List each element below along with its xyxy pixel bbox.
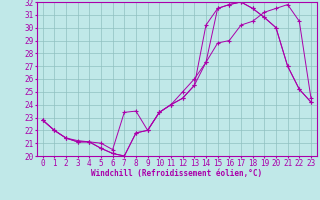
X-axis label: Windchill (Refroidissement éolien,°C): Windchill (Refroidissement éolien,°C) <box>91 169 262 178</box>
